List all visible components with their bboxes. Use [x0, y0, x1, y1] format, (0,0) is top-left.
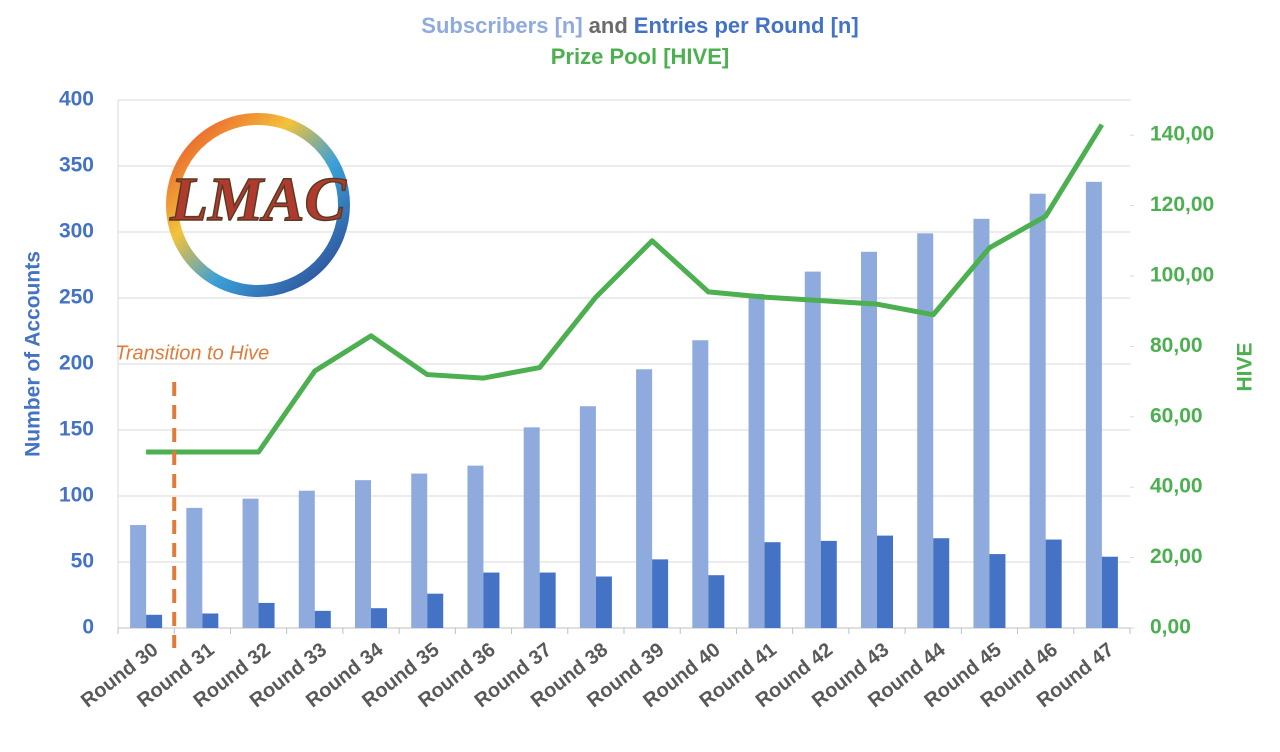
chart-title: Subscribers [n] and Entries per Round [n]: [421, 13, 858, 38]
bar: [973, 218, 990, 629]
bar: [355, 480, 371, 628]
y-tick-label: 300: [59, 220, 94, 243]
bar: [467, 465, 484, 628]
bar: [539, 572, 556, 628]
bar: [748, 294, 765, 628]
bar: [1085, 181, 1102, 628]
bar: [411, 473, 428, 628]
bar: [1101, 556, 1118, 628]
bar: [877, 535, 893, 628]
bar: [764, 542, 781, 628]
y2-tick-label: 80,00: [1150, 334, 1203, 357]
y2-tick-label: 140,00: [1150, 123, 1214, 146]
bar: [989, 554, 1006, 628]
bar: [202, 613, 219, 628]
bar: [483, 572, 500, 628]
y2-tick-label: 40,00: [1150, 475, 1203, 498]
bar: [579, 406, 596, 628]
bar: [917, 233, 934, 628]
y-tick-label: 200: [59, 352, 94, 375]
title-part: Entries per Round [n]: [634, 13, 859, 38]
bar: [314, 610, 331, 628]
bar: [692, 340, 709, 628]
bar: [298, 490, 315, 628]
logo-ring: [166, 113, 350, 297]
y2-axis-label: HIVE: [1234, 342, 1257, 391]
bar: [427, 593, 444, 628]
bar: [1029, 193, 1046, 628]
title-part: and: [589, 13, 628, 38]
bar: [933, 538, 950, 628]
bar: [861, 251, 877, 629]
bar: [595, 576, 612, 628]
line: [146, 123, 1105, 455]
y-tick-label: 350: [59, 154, 94, 177]
bar: [1045, 539, 1062, 628]
bar: [636, 369, 653, 628]
logo: LMAC: [166, 113, 350, 297]
y2-tick-label: 120,00: [1150, 193, 1214, 216]
bar: [258, 602, 275, 628]
bar: [130, 525, 147, 628]
annotation: Transition to Hive: [115, 342, 269, 364]
y-tick-label: 100: [59, 484, 94, 507]
y-axis-label: Number of Accounts: [22, 251, 45, 457]
y2-tick-label: 100,00: [1150, 264, 1214, 287]
bar: [708, 575, 725, 628]
bar: [652, 559, 669, 628]
logo-text: LMAC: [169, 166, 346, 234]
bar: [523, 427, 540, 628]
title-part: Subscribers [n]: [421, 13, 582, 38]
y2-tick-label: 0,00: [1150, 616, 1191, 639]
y-tick-label: 250: [59, 286, 94, 309]
bar: [242, 498, 259, 628]
bar: [186, 507, 203, 628]
y-tick-label: 50: [71, 550, 94, 573]
y2-tick-label: 20,00: [1150, 545, 1203, 568]
chart-subtitle: Prize Pool [HIVE]: [551, 44, 729, 69]
y-tick-label: 0: [82, 616, 94, 639]
bar: [804, 271, 821, 628]
y2-tick-label: 60,00: [1150, 404, 1203, 427]
bar: [371, 608, 387, 628]
bar: [820, 540, 837, 628]
y-tick-label: 400: [59, 88, 94, 111]
y-tick-label: 150: [59, 418, 94, 441]
bar: [146, 614, 163, 628]
